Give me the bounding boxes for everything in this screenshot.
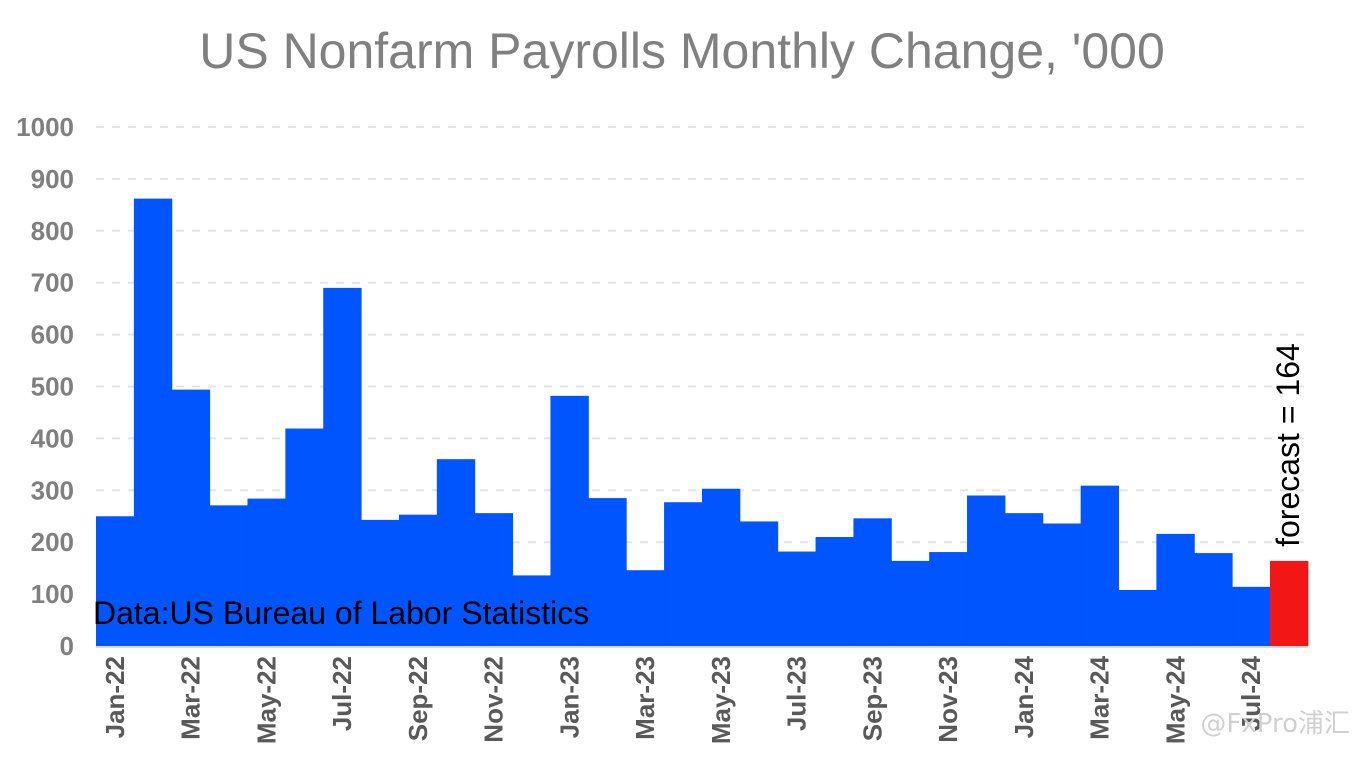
bar [247,498,286,646]
x-tick-label: Jan-24 [1009,655,1039,738]
bar [701,488,741,646]
bar [588,498,627,646]
bar [1080,485,1120,646]
x-tick-label: Sep-23 [857,656,887,741]
y-tick-label: 600 [31,320,74,350]
bar [512,575,551,646]
bar [1232,586,1271,646]
y-tick-label: 200 [31,527,74,557]
forecast-bar [1270,560,1309,646]
bar [361,519,400,646]
y-tick-label: 500 [31,372,74,402]
chart-title: US Nonfarm Payrolls Monthly Change, '000 [199,23,1165,79]
bar [1004,513,1044,646]
bar [853,518,892,646]
x-axis-ticks: Jan-22 Mar-22 May-22 Jul-22 Sep-22 Nov-22 Jan-… [100,655,1266,744]
x-tick-label: Mar-24 [1085,655,1115,739]
x-tick-label: Jul-22 [327,656,357,731]
x-tick-label: Jul-24 [1236,655,1266,731]
bar [171,389,211,646]
bar [133,198,173,646]
x-tick-label: Mar-22 [176,656,206,740]
bar [323,287,362,646]
y-tick-label: 100 [31,579,74,609]
watermark: @FxPro浦汇 [1200,709,1350,739]
forecast-annotation: forecast = 164 [1270,343,1306,547]
bar [1194,553,1233,646]
x-tick-label: Jan-22 [100,656,130,738]
bar [777,551,817,646]
x-tick-label: Nov-23 [933,656,963,743]
y-tick-label: 0 [60,631,74,661]
x-tick-label: May-23 [706,656,736,744]
bar [436,459,476,646]
bar [1042,523,1082,646]
x-tick-label: May-22 [251,656,281,744]
x-tick-label: May-24 [1160,655,1190,744]
bar [1156,533,1195,646]
bar [550,395,589,646]
y-tick-label: 800 [31,216,74,246]
x-tick-label: Mar-23 [630,656,660,740]
bar [815,537,854,646]
y-tick-label: 400 [31,423,74,453]
bar [664,502,703,646]
bar [739,521,779,646]
bar [626,570,665,646]
y-tick-label: 300 [31,475,74,505]
bar [285,428,324,646]
bar [967,495,1006,646]
x-tick-label: Jul-23 [782,656,812,731]
bar [1118,589,1157,646]
x-tick-label: Nov-22 [479,656,509,743]
bar [474,513,514,646]
y-tick-label: 900 [31,164,74,194]
bar [96,516,135,646]
y-tick-label: 700 [31,268,74,298]
bars [96,198,1309,646]
bar [209,505,248,646]
x-tick-label: Sep-22 [403,656,433,741]
bar [398,514,438,646]
bar [891,560,930,646]
y-tick-label: 1000 [16,112,74,142]
y-axis-ticks: 0 100 200 300 400 500 600 700 800 900 1000 [16,112,74,661]
bar [929,552,968,646]
source-annotation: Data:US Bureau of Labor Statistics [93,595,589,631]
x-tick-label: Jan-23 [554,656,584,738]
